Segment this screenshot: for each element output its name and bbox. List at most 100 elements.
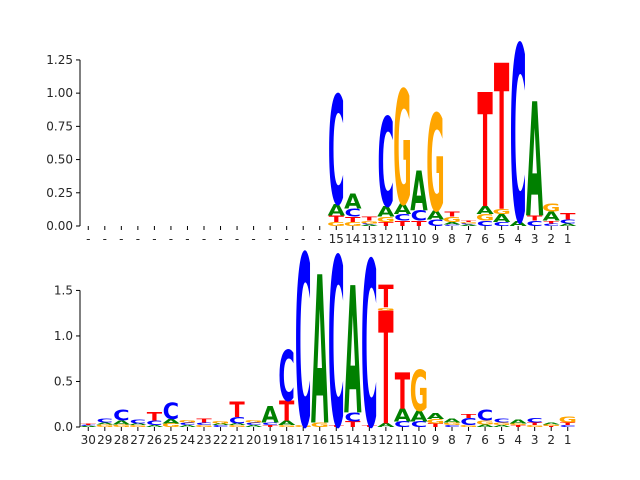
logo-letter: A [179,425,197,428]
logo-letter: C [262,422,279,426]
logo-letter: C [361,223,378,225]
x-tick-label: - [152,232,156,246]
x-tick-label: 10 [411,232,426,246]
x-tick-label: 13 [362,433,377,447]
x-tick-label: - [251,232,255,246]
x-tick-label: - [218,232,222,246]
logo-letter: C [146,420,163,427]
logo-letter: G [476,213,494,224]
logo-letter: C [345,207,362,219]
x-tick-label: 5 [498,433,506,447]
x-tick-label: - [103,232,107,246]
logo-letter: C [477,407,494,425]
x-tick-label: 3 [531,433,539,447]
logo-letter: T [560,422,575,426]
bottom-logo-panel: 0.00.51.01.530 29 28 27 26 25 24 23 22 21 20 19 18 17… [54,208,577,480]
logo-letter: T [560,211,576,222]
logo-letter: T [544,220,559,224]
logo-letter: A [460,224,478,226]
top-logo-panel: 0.000.250.500.751.001.25- - - - - - - - - - - - - - -1… [46,0,577,278]
logo-letter: A [245,425,263,428]
x-tick-label: 16 [312,433,327,447]
logo-letter: T [544,426,560,427]
x-tick-label: 26 [147,433,162,447]
logo-letter: G [410,359,428,425]
x-tick-label: 6 [481,232,489,246]
logo-letter: C [543,223,560,227]
x-tick-label: 3 [531,232,539,246]
logo-letter: A [261,402,279,428]
logo-letter: A [129,423,147,426]
logo-letter: T [229,399,244,423]
logo-letter: T [81,424,97,425]
logo-letter: A [228,423,246,426]
logo-letter: G [311,421,329,428]
x-tick-label: 7 [465,232,473,246]
logo-letter: A [394,201,412,218]
x-tick-label: - [169,232,173,246]
logo-letter: G [327,221,345,227]
logo-letter: T [378,221,394,227]
x-tick-label: 15 [329,433,344,447]
logo-letter: C [526,417,543,424]
x-tick-label: 30 [81,433,96,447]
x-tick-label: - [119,232,123,246]
logo-letter: A [410,159,428,223]
x-tick-label: 27 [130,433,145,447]
x-tick-label: 20 [246,433,261,447]
logo-letter: C [394,420,411,429]
logo-letter: T [279,395,294,427]
logo-letter: A [377,204,395,221]
logo-letter: G [377,307,395,311]
logo-letter: G [294,425,312,428]
logo-letter: T [477,62,492,244]
logo-letter: T [362,425,377,428]
x-tick-label: 14 [345,433,360,447]
x-tick-label: 6 [481,433,489,447]
x-tick-label: 9 [432,433,440,447]
x-tick-label: 1 [564,433,572,447]
x-tick-label: 9 [432,232,440,246]
logo-letter: A [493,425,511,428]
logo-letter: A [493,213,511,225]
logo-letter: G [426,89,444,242]
logo-letter: C [526,219,543,228]
logo-letter: C [361,215,378,480]
x-tick-label: 2 [547,433,555,447]
logo-letter: G [96,424,114,428]
logo-letter: A [344,191,362,214]
logo-letter: G [443,215,461,224]
logo-letter: A [96,422,114,425]
x-tick-label: 21 [229,433,244,447]
logo-letter: C [493,221,510,227]
logo-letter: A [476,205,494,217]
logo-letter: T [494,23,509,256]
logo-letter: G [244,419,262,423]
logo-letter: G [443,422,461,426]
logo-letter: G [228,425,246,428]
x-tick-label: 13 [362,232,377,246]
logo-letter: G [178,419,196,423]
x-tick-label: - [86,232,90,246]
x-tick-label: - [202,232,206,246]
logo-letter: C [378,93,395,235]
logo-letter: A [361,224,379,226]
logo-letter: A [559,223,577,227]
logo-letter: C [394,213,411,224]
x-tick-label: - [235,232,239,246]
logo-letter: A [427,412,444,421]
logo-letter: C [559,218,576,224]
logo-letter: T [262,425,277,428]
x-tick-label: 4 [514,433,522,447]
logo-letter: A [526,71,543,253]
logo-letter: T [196,418,213,424]
logo-letter: C [196,422,213,426]
logo-letter: T [378,280,394,316]
logo-letter: G [476,420,494,426]
logo-letter: A [377,422,395,428]
logo-letter: C [328,66,345,239]
y-tick-label: 0.25 [46,186,73,200]
x-tick-label: 14 [345,232,360,246]
logo-letter: T [428,422,445,428]
